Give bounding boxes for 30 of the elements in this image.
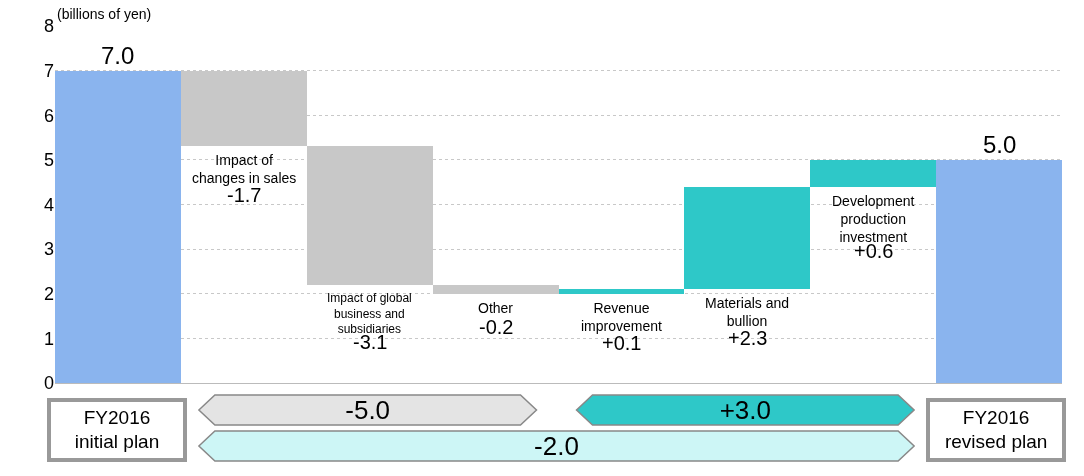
y-axis-title: (billions of yen) [57, 6, 152, 22]
y-tick-label: 3 [43, 239, 54, 260]
y-tick-label: 8 [43, 16, 54, 37]
bar [810, 159, 937, 187]
data-label: -0.2 [479, 316, 514, 338]
text: -5.0 [345, 394, 391, 426]
y-tick-label: 0 [43, 373, 54, 394]
bar [558, 289, 685, 294]
bar [684, 186, 811, 290]
y-tick-label: 7 [43, 60, 54, 81]
x-tick-label: FY2016 initial plan [47, 398, 187, 462]
x-tick-label: Impact of changes in sales [192, 152, 297, 187]
y-tick-label: 1 [43, 328, 54, 349]
x-tick-label: FY2016 revised plan [926, 398, 1067, 462]
x-tick-label: Materials and bullion [705, 295, 790, 330]
bar [432, 284, 559, 294]
y-tick-label: 4 [43, 194, 54, 215]
data-label: 5.0 [983, 131, 1017, 158]
y-tick-label: 6 [43, 105, 54, 126]
bar [936, 159, 1062, 383]
data-label: 7.0 [101, 42, 135, 69]
y-tick-label: 5 [43, 150, 54, 171]
x-tick-label: Revenue improvement [581, 300, 663, 335]
text: -2.0 [534, 430, 579, 462]
data-label: +2.3 [728, 327, 768, 349]
bar [55, 70, 181, 383]
y-tick-label: 2 [43, 284, 54, 305]
text: +3.0 [719, 394, 771, 426]
x-tick-label: Other [478, 300, 514, 316]
data-label: +0.1 [602, 332, 642, 354]
